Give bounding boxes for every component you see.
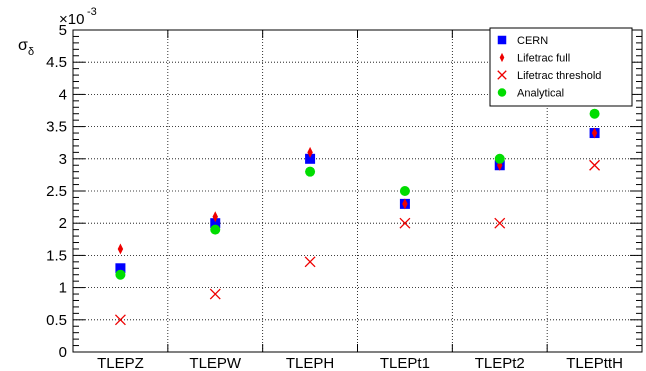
- y-multiplier-base: ×10: [59, 11, 84, 28]
- y-multiplier-exponent: -3: [87, 6, 97, 18]
- data-point: [209, 288, 221, 300]
- data-point: [210, 224, 221, 235]
- data-point: [399, 217, 411, 229]
- data-point: [591, 127, 598, 139]
- data-point: [307, 146, 313, 158]
- y-axis-label-sub: δ: [28, 46, 34, 58]
- data-point: [212, 211, 218, 223]
- data-point: [115, 263, 126, 274]
- data-point: [117, 243, 124, 255]
- series-analytical: [115, 108, 600, 280]
- data-point: [305, 166, 316, 177]
- data-point: [589, 159, 601, 171]
- data-point: [115, 269, 126, 280]
- legend-label: Lifetrac threshold: [517, 70, 601, 82]
- legend-marker: [499, 52, 505, 63]
- legend-label: CERN: [517, 35, 548, 47]
- x-category-label: TLEPH: [286, 355, 334, 371]
- x-category-label: TLEPZ: [97, 355, 144, 371]
- data-point: [305, 153, 316, 164]
- series-lifetrac-threshold: [114, 159, 601, 326]
- x-category-label: TLEPW: [189, 355, 242, 371]
- series: [114, 108, 601, 326]
- data-point: [494, 217, 506, 229]
- series-lifetrac-full: [117, 127, 598, 255]
- data-point: [114, 314, 126, 326]
- axis-ticks: 0 0.5 1 1.5 2 2.5 3 3.5 4 4.5 5 TLEPZ TLEPW TLEPH TLEP…: [46, 22, 642, 371]
- y-tick-label: 4: [59, 86, 67, 103]
- data-point: [402, 198, 408, 210]
- series-cern: [115, 128, 600, 274]
- y-tick-label: 5: [59, 22, 67, 39]
- y-axis-label: σ δ: [18, 37, 34, 58]
- x-category-label: TLEPttH: [566, 355, 623, 371]
- y-tick-label: 2: [59, 215, 67, 232]
- y-multiplier: ×10 -3: [59, 6, 97, 28]
- legend-marker: [497, 70, 507, 80]
- y-tick-label: 2.5: [46, 183, 67, 200]
- x-category-label: TLEPt1: [380, 355, 430, 371]
- legend-label: Analytical: [517, 88, 564, 100]
- y-tick-label: 1: [59, 280, 67, 297]
- y-tick-label: 0: [59, 344, 67, 361]
- data-point: [494, 153, 505, 164]
- legend: CERN Lifetrac full Lifetrac threshold Analy…: [489, 27, 633, 107]
- y-axis-label-main: σ: [18, 37, 28, 54]
- data-point: [399, 186, 410, 196]
- y-tick-label: 1.5: [46, 247, 67, 264]
- legend-box: [489, 27, 633, 107]
- y-tick-label: 4.5: [46, 54, 67, 71]
- data-point: [589, 108, 600, 119]
- y-tick-label: 3: [59, 151, 67, 168]
- y-tick-label: 0.5: [46, 312, 67, 329]
- legend-label: Lifetrac full: [517, 53, 570, 65]
- y-tick-label: 3.5: [46, 119, 67, 136]
- legend-marker: [497, 35, 507, 45]
- legend-marker: [497, 88, 507, 97]
- data-point: [304, 256, 316, 268]
- data-point: [210, 218, 221, 229]
- x-category-label: TLEPt2: [475, 355, 525, 371]
